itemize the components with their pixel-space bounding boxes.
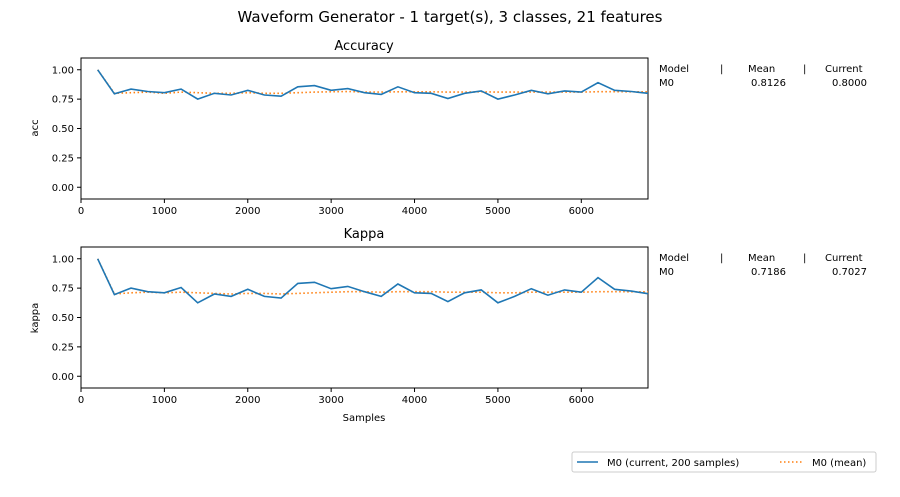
kappa-x-ticks: 0 1000 2000 3000 4000 5000 6000 (78, 388, 594, 406)
kappa-ytick-label: 0.00 (52, 372, 74, 383)
kappa-xtick-label: 1000 (152, 395, 177, 406)
kappa-plot-area (80, 246, 649, 389)
accuracy-table-sep-2: | (803, 64, 806, 75)
kappa-ytick-label: 0.75 (52, 284, 74, 295)
accuracy-xtick-label: 5000 (485, 206, 510, 217)
kappa-title: Kappa (344, 227, 385, 242)
kappa-xtick-label: 6000 (569, 395, 594, 406)
kappa-mean-line (96, 258, 648, 295)
accuracy-ytick-label: 0.00 (52, 183, 74, 194)
accuracy-ytick-label: 1.00 (52, 65, 74, 76)
kappa-ylabel: kappa (30, 303, 41, 334)
accuracy-xtick-label: 6000 (569, 206, 594, 217)
kappa-xtick-label: 3000 (318, 395, 343, 406)
accuracy-stats-table: Model | Mean | Current M0 0.8126 0.8000 (659, 64, 867, 89)
accuracy-table-header-mean: Mean (748, 64, 775, 75)
accuracy-xtick-label: 2000 (235, 206, 260, 217)
accuracy-xtick-label: 1000 (152, 206, 177, 217)
kappa-table-header-current: Current (825, 253, 863, 264)
accuracy-title: Accuracy (334, 39, 394, 54)
figure-title: Waveform Generator - 1 target(s), 3 clas… (238, 8, 663, 26)
accuracy-current-line (97, 69, 649, 100)
kappa-current-line (96, 258, 649, 304)
accuracy-table-mean: 0.8126 (751, 78, 786, 89)
kappa-ytick-label: 1.00 (52, 254, 74, 265)
kappa-table-sep-1: | (720, 253, 723, 264)
accuracy-y-ticks: 0.00 0.25 0.50 0.75 1.00 (52, 65, 81, 194)
accuracy-table-header-current: Current (825, 64, 863, 75)
legend: M0 (current, 200 samples) M0 (mean) (571, 451, 877, 473)
legend-current-label: M0 (current, 200 samples) (607, 458, 739, 469)
accuracy-table-model: M0 (659, 78, 674, 89)
kappa-xtick-label: 4000 (402, 395, 427, 406)
kappa-ytick-label: 0.50 (52, 313, 74, 324)
accuracy-ytick-label: 0.50 (52, 124, 74, 135)
kappa-table-sep-2: | (803, 253, 806, 264)
legend-box (571, 451, 877, 473)
kappa-xlabel: Samples (343, 413, 386, 424)
legend-mean-label: M0 (mean) (812, 458, 866, 469)
accuracy-xtick-label: 0 (78, 206, 84, 217)
accuracy-ytick-label: 0.25 (52, 153, 74, 164)
accuracy-ytick-label: 0.75 (52, 95, 74, 106)
accuracy-table-sep-1: | (720, 64, 723, 75)
kappa-y-ticks: 0.00 0.25 0.50 0.75 1.00 (52, 254, 81, 383)
kappa-table-header-model: Model (659, 253, 689, 264)
kappa-xtick-label: 0 (78, 395, 84, 406)
kappa-xtick-label: 2000 (235, 395, 260, 406)
kappa-table-model: M0 (659, 267, 674, 278)
accuracy-panel: Accuracy acc 0.00 0.25 0.50 0.75 1.00 0 1000 2… (30, 39, 867, 217)
accuracy-table-current: 0.8000 (832, 78, 867, 89)
accuracy-lines (97, 69, 649, 100)
kappa-table-header-mean: Mean (748, 253, 775, 264)
accuracy-xtick-label: 3000 (318, 206, 343, 217)
kappa-table-mean: 0.7186 (751, 267, 786, 278)
kappa-ytick-label: 0.25 (52, 342, 74, 353)
accuracy-plot-area (80, 57, 649, 200)
accuracy-x-ticks: 0 1000 2000 3000 4000 5000 6000 (78, 199, 594, 217)
accuracy-table-header-model: Model (659, 64, 689, 75)
kappa-lines (96, 258, 649, 304)
kappa-panel: Kappa kappa 0.00 0.25 0.50 0.75 1.00 0 1000 20… (30, 227, 867, 424)
accuracy-ylabel: acc (30, 119, 41, 136)
kappa-xtick-label: 5000 (485, 395, 510, 406)
accuracy-xtick-label: 4000 (402, 206, 427, 217)
kappa-table-current: 0.7027 (832, 267, 867, 278)
kappa-stats-table: Model | Mean | Current M0 0.7186 0.7027 (659, 253, 867, 278)
